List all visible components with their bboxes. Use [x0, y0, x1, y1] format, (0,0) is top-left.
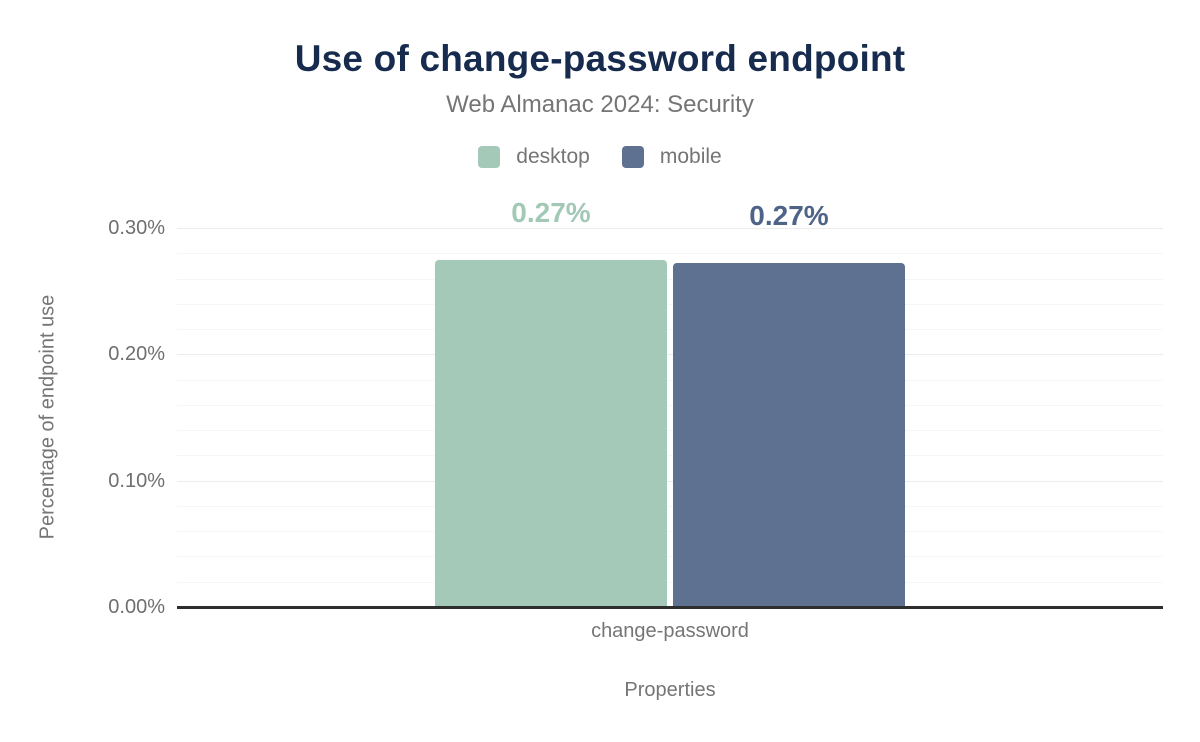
minor-gridline	[177, 278, 1163, 280]
legend-label-desktop: desktop	[516, 145, 590, 168]
minor-gridline	[177, 455, 1163, 457]
legend: desktop mobile	[0, 143, 1200, 171]
bar-mobile	[673, 263, 905, 607]
x-axis-line	[177, 606, 1163, 609]
x-tick-label: change-password	[591, 620, 749, 642]
chart-subtitle: Web Almanac 2024: Security	[446, 91, 754, 118]
y-tick-label: 0.00%	[108, 596, 165, 618]
x-axis-title: Properties	[624, 679, 716, 701]
bar-value-label-mobile: 0.27%	[749, 200, 829, 232]
minor-gridline	[177, 430, 1163, 432]
bar-desktop	[435, 259, 667, 607]
minor-gridline	[177, 329, 1163, 331]
minor-gridline	[177, 531, 1163, 533]
minor-gridline	[177, 379, 1163, 381]
major-gridline	[177, 480, 1163, 482]
major-gridline	[177, 354, 1163, 356]
minor-gridline	[177, 581, 1163, 583]
y-tick-label: 0.30%	[108, 217, 165, 239]
chart-title: Use of change-password endpoint	[294, 38, 906, 79]
legend-label-mobile: mobile	[659, 145, 722, 168]
legend-swatch-mobile	[621, 146, 644, 168]
y-tick-label: 0.10%	[108, 469, 165, 492]
minor-gridline	[177, 556, 1163, 558]
legend-swatch-desktop	[478, 146, 501, 168]
minor-gridline	[177, 253, 1163, 255]
major-gridline	[177, 228, 1163, 229]
y-tick-label: 0.20%	[108, 343, 165, 366]
y-axis-title: Percentage of endpoint use	[36, 294, 59, 540]
minor-gridline	[177, 303, 1163, 305]
minor-gridline	[177, 505, 1163, 507]
minor-gridline	[177, 404, 1163, 406]
bar-value-label-desktop: 0.27%	[511, 196, 591, 228]
plot-area: 0.27% 0.27%	[177, 197, 1163, 607]
legend-item-desktop: desktop	[478, 145, 590, 169]
legend-item-mobile: mobile	[621, 145, 722, 169]
